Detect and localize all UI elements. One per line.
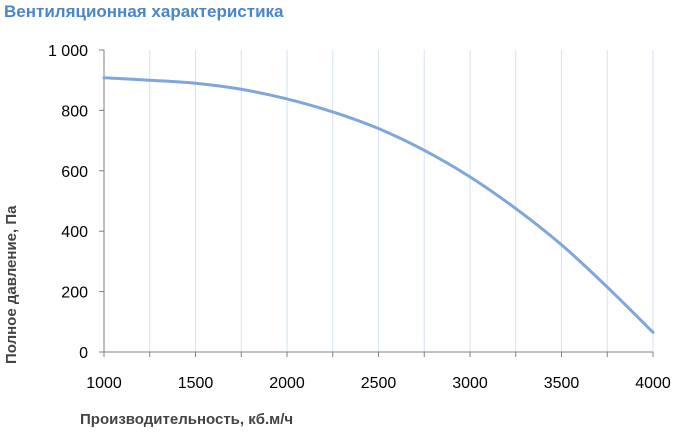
x-tick-label: 2000 — [269, 375, 305, 392]
x-tick-label: 1500 — [178, 375, 214, 392]
x-tick-label: 4000 — [635, 375, 671, 392]
y-tick-label: 600 — [61, 164, 88, 181]
tick-labels: 1000 1500 2000 2500 3000 3500 4000 0 200 400 600 80… — [48, 43, 671, 392]
y-tick-label: 1 000 — [48, 43, 88, 60]
y-tick-label: 800 — [61, 103, 88, 120]
chart-title: Вентиляционная характеристика — [4, 2, 284, 21]
x-tick-label: 1000 — [86, 375, 122, 392]
y-tick-label: 400 — [61, 224, 88, 241]
y-axis-title: Полное давление, Па — [3, 205, 20, 364]
x-axis-title: Производительность, кб.м/ч — [80, 411, 293, 428]
y-tick-label: 0 — [79, 345, 88, 362]
grid-lines — [149, 50, 654, 352]
y-tick-label: 200 — [61, 285, 88, 302]
x-tick-label: 3500 — [544, 375, 580, 392]
series-line — [102, 76, 655, 334]
axes — [99, 49, 654, 357]
x-tick-label: 2500 — [361, 375, 397, 392]
x-tick-label: 3000 — [452, 375, 488, 392]
series-layer — [102, 76, 655, 334]
